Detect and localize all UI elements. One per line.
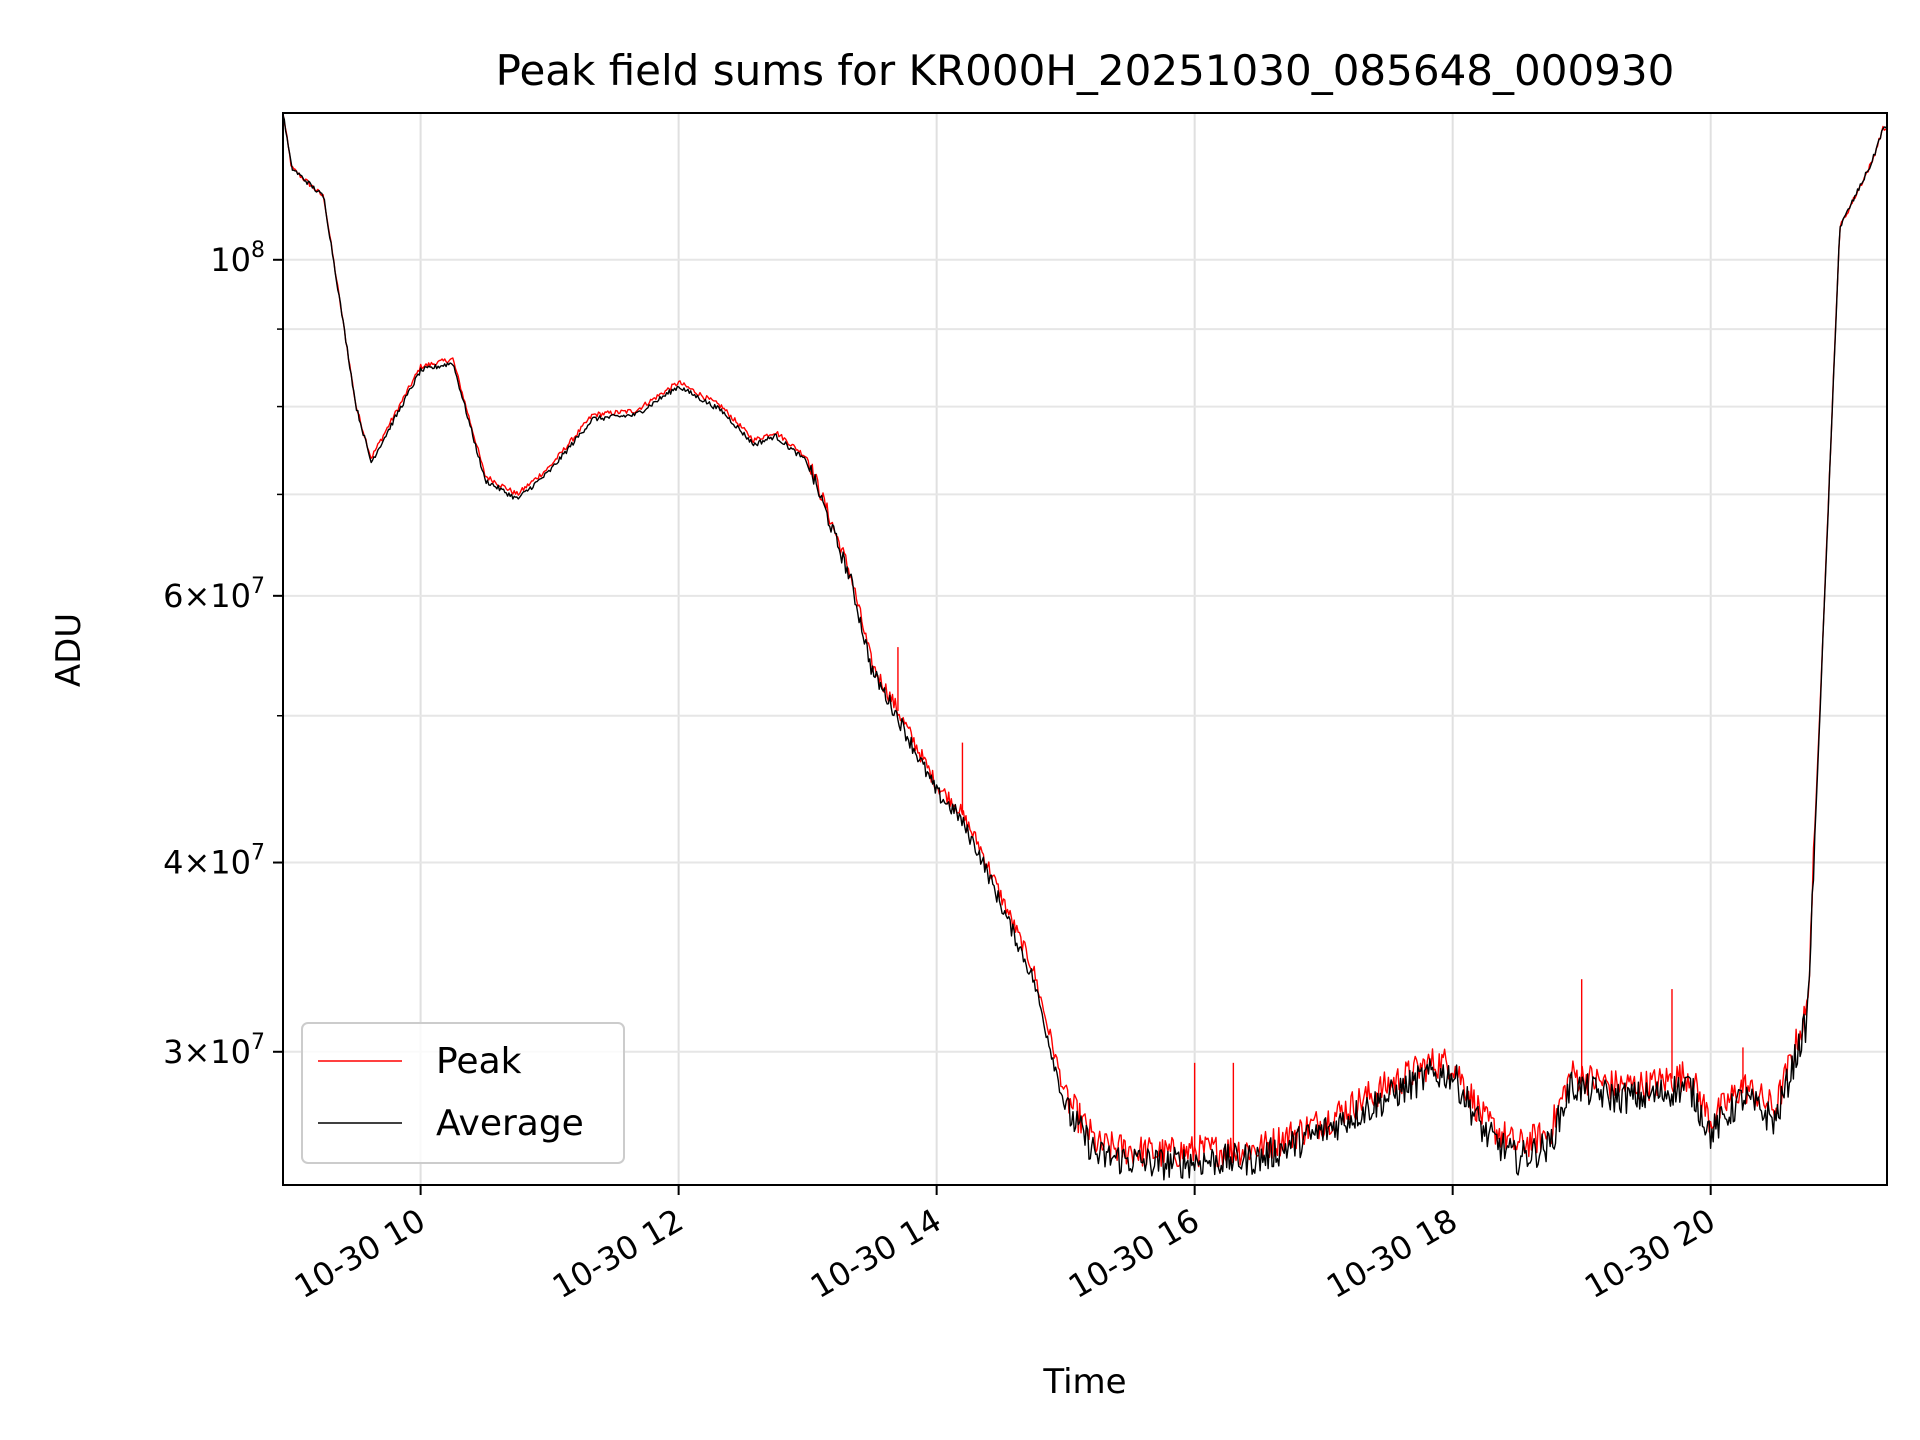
chart-title: Peak field sums for KR000H_20251030_0856…	[496, 46, 1675, 95]
series-layer	[282, 112, 1888, 1181]
y-tick-label: 6×107	[163, 574, 265, 615]
grid	[283, 113, 1887, 1185]
x-axis-title: Time	[1042, 1362, 1126, 1402]
legend: Peak Average	[301, 1022, 625, 1164]
y-axis-title: ADU	[49, 613, 89, 687]
legend-label-peak: Peak	[436, 1041, 522, 1082]
y-tick-label: 4×107	[163, 841, 265, 882]
legend-label-average: Average	[436, 1103, 584, 1144]
series-line-average	[282, 115, 1888, 1181]
legend-box	[301, 1022, 625, 1164]
y-tick-label: 108	[210, 238, 265, 279]
series-line-peak	[282, 112, 1888, 1168]
y-tick-label: 3×107	[163, 1030, 265, 1071]
plot-frame	[282, 112, 1888, 1186]
